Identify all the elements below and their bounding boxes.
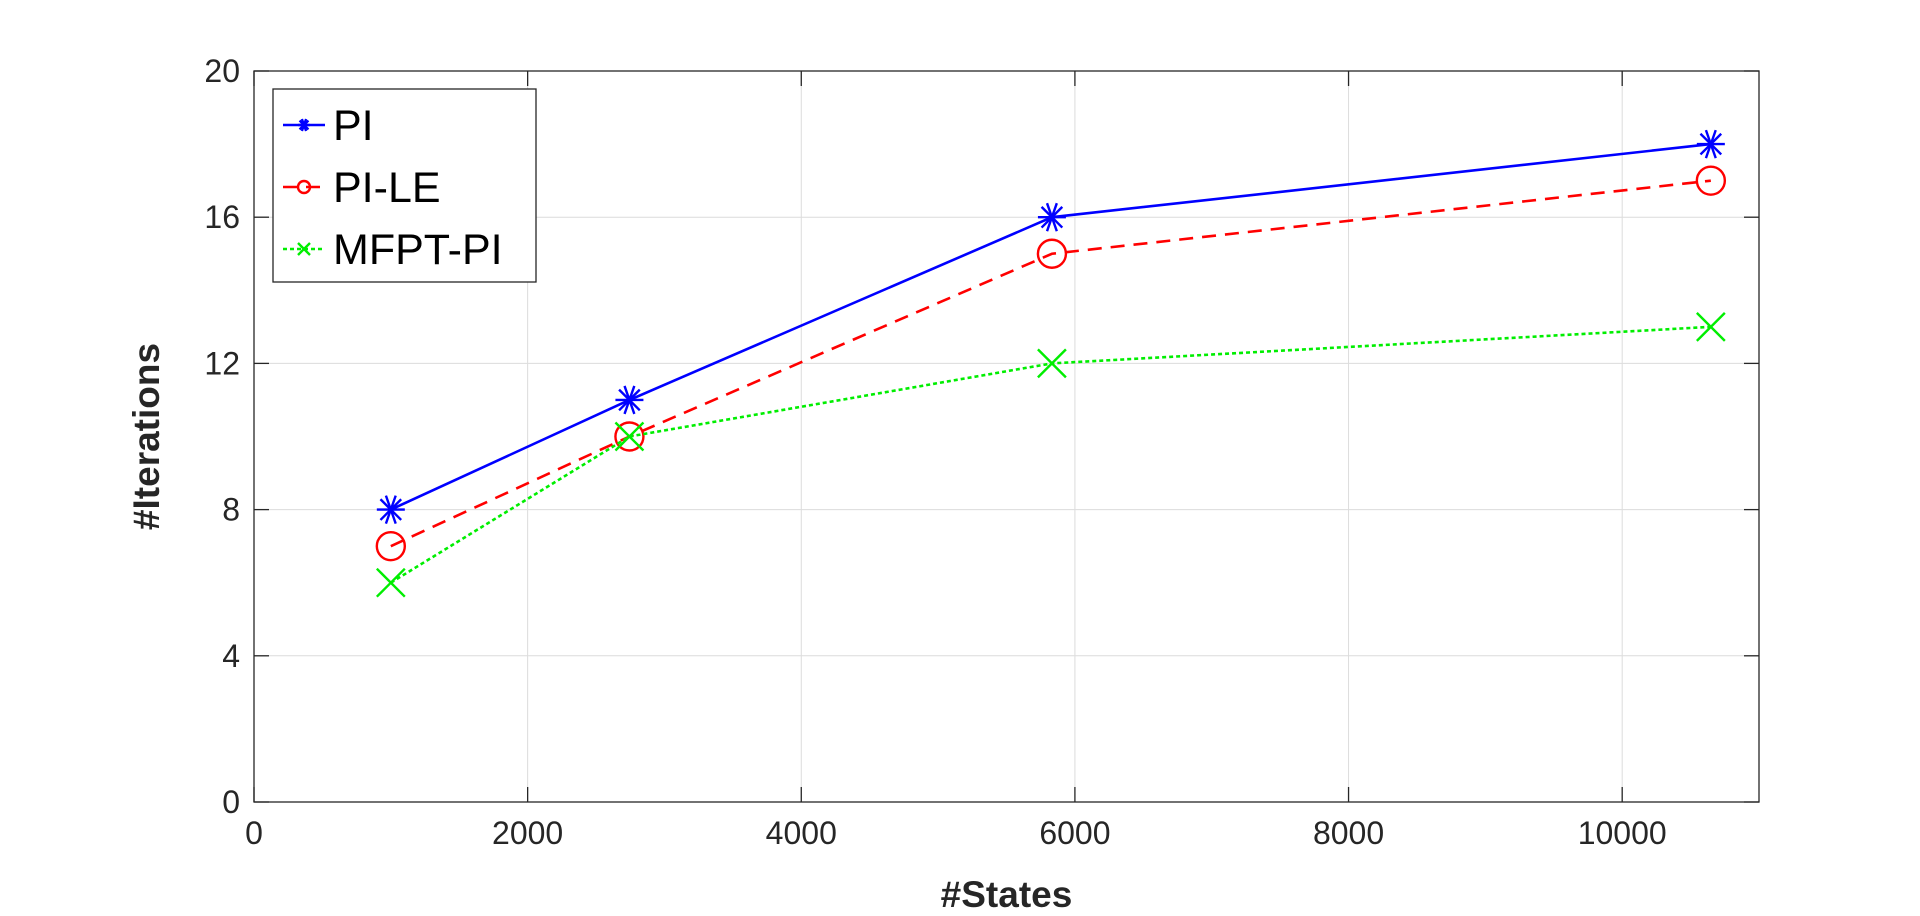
legend-swatch-marker <box>296 179 312 195</box>
y-tick-label: 12 <box>204 345 240 381</box>
legend-entries: PI PI-LE MFPT-PI <box>283 102 503 274</box>
y-axis-label: #Iterations <box>126 343 167 530</box>
data-point-mfpt-pi <box>1695 312 1726 342</box>
series-pi-le <box>375 165 1727 562</box>
legend-box <box>272 88 537 283</box>
legend-entry-mfpt-pi: MFPT-PI <box>283 226 503 274</box>
x-tick-label: 2000 <box>492 815 563 851</box>
y-tick-label: 4 <box>222 638 240 674</box>
x-tick-label: 8000 <box>1313 815 1384 851</box>
x-axis-label: #States <box>941 874 1073 911</box>
x-tick-label: 4000 <box>766 815 837 851</box>
data-point-pi <box>1037 202 1066 232</box>
y-tick-label: 16 <box>204 199 240 235</box>
data-point-pi <box>615 385 644 415</box>
data-point-mfpt-pi <box>375 567 406 598</box>
series-group <box>375 129 1727 598</box>
y-tick-label: 0 <box>222 784 240 820</box>
legend-entry-pi-le: PI-LE <box>283 164 441 212</box>
data-point-pi-le <box>375 530 407 562</box>
legend-swatch-marker <box>298 118 310 132</box>
series-line-pi-le <box>390 179 1711 548</box>
x-tick-label: 10000 <box>1578 815 1667 851</box>
data-point-pi-le <box>614 421 645 452</box>
legend-label: PI <box>333 102 374 150</box>
legend-entry-pi: PI <box>283 102 374 150</box>
x-tick-label: 0 <box>245 815 263 851</box>
data-point-pi <box>376 495 405 524</box>
data-point-mfpt-pi <box>614 421 645 452</box>
series-line-pi <box>390 142 1711 511</box>
legend: PI PI-LE MFPT-PI <box>272 88 537 283</box>
series-line-mfpt-pi <box>390 325 1711 584</box>
x-tick-label: 6000 <box>1039 815 1110 851</box>
data-point-pi <box>1696 129 1725 159</box>
data-point-pi-le <box>1695 165 1727 196</box>
y-tick-label: 20 <box>204 53 240 89</box>
series-mfpt-pi <box>375 312 1726 598</box>
legend-label: MFPT-PI <box>333 226 503 274</box>
axis-ticks: 0 2000 4000 6000 8000 10000 0 4 8 12 16 20 <box>204 53 1759 851</box>
legend-swatch-marker <box>297 242 311 256</box>
y-tick-label: 8 <box>222 492 240 528</box>
plot-frame <box>253 70 1760 803</box>
legend-label: PI-LE <box>333 164 441 212</box>
series-pi <box>376 129 1725 524</box>
data-point-pi-le <box>1036 238 1068 269</box>
data-point-mfpt-pi <box>1037 348 1067 379</box>
